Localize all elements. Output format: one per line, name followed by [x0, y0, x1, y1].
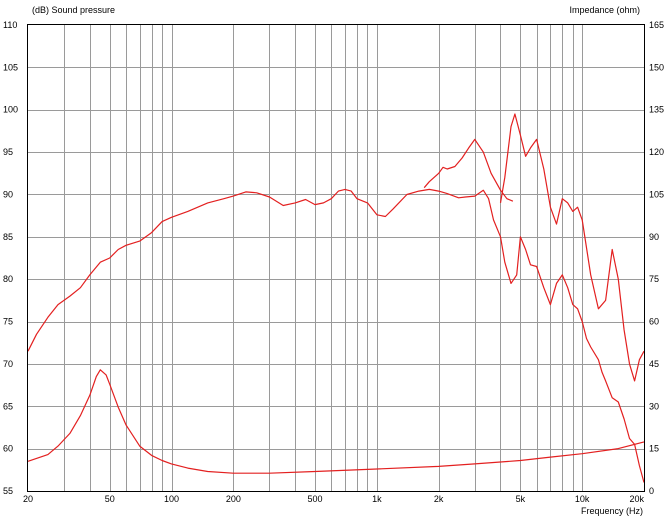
y-left-tick-label: 100 — [3, 105, 18, 115]
y-left-tick-label: 110 — [3, 20, 17, 30]
x-tick-label: 2k — [434, 494, 444, 504]
y-right-tick-label: 0 — [649, 486, 654, 496]
x-tick-label: 500 — [308, 494, 323, 504]
series-line-1 — [27, 188, 645, 483]
y-left-tick-label: 60 — [3, 444, 13, 454]
y-right-tick-label: 30 — [649, 401, 659, 411]
y-left-tick-label: 90 — [3, 189, 13, 199]
x-tick-label: 10k — [575, 494, 590, 504]
y-right-tick-label: 135 — [649, 105, 664, 115]
plot-frame — [27, 24, 645, 492]
x-axis-label: Frequency (Hz) — [581, 506, 643, 516]
y-left-axis-label: (dB) Sound pressure — [32, 5, 115, 15]
y-right-tick-label: 15 — [649, 444, 659, 454]
y-left-tick-label: 85 — [3, 232, 13, 242]
x-axis-ticks: 20 50 100 200 500 1k 2k 5k 10k 20k — [23, 494, 645, 504]
x-tick-label: 5k — [516, 494, 526, 504]
y-right-tick-label: 75 — [649, 274, 659, 284]
y-right-tick-label: 120 — [649, 147, 664, 157]
left-axis-ticks: 55 60 65 70 75 80 85 90 95 100 105 110 — [3, 20, 18, 496]
y-right-axis-label: Impedance (ohm) — [569, 5, 640, 15]
x-tick-label: 1k — [372, 494, 382, 504]
y-left-tick-label: 80 — [3, 274, 13, 284]
y-left-tick-label: 70 — [3, 359, 13, 369]
x-tick-label: 20 — [23, 494, 33, 504]
series-line-2 — [499, 113, 645, 382]
grid — [28, 25, 644, 491]
y-left-tick-label: 55 — [3, 486, 13, 496]
y-left-tick-label: 75 — [3, 317, 13, 327]
y-right-tick-label: 105 — [649, 189, 664, 199]
y-left-tick-label: 65 — [3, 401, 13, 411]
y-right-tick-label: 45 — [649, 359, 659, 369]
series-line-3 — [423, 138, 514, 202]
y-left-tick-label: 105 — [3, 62, 18, 72]
series-line-4 — [27, 369, 645, 474]
y-right-tick-label: 150 — [649, 62, 664, 72]
x-tick-label: 20k — [629, 494, 644, 504]
x-tick-label: 100 — [164, 494, 179, 504]
x-tick-label: 200 — [226, 494, 241, 504]
plot-lines — [27, 113, 645, 483]
y-left-tick-label: 95 — [3, 147, 13, 157]
right-axis-ticks: 0 15 30 45 60 75 90 105 120 135 150 165 — [649, 20, 664, 496]
y-right-tick-label: 165 — [649, 20, 664, 30]
y-right-tick-label: 90 — [649, 232, 659, 242]
y-right-tick-label: 60 — [649, 317, 659, 327]
x-tick-label: 50 — [105, 494, 115, 504]
